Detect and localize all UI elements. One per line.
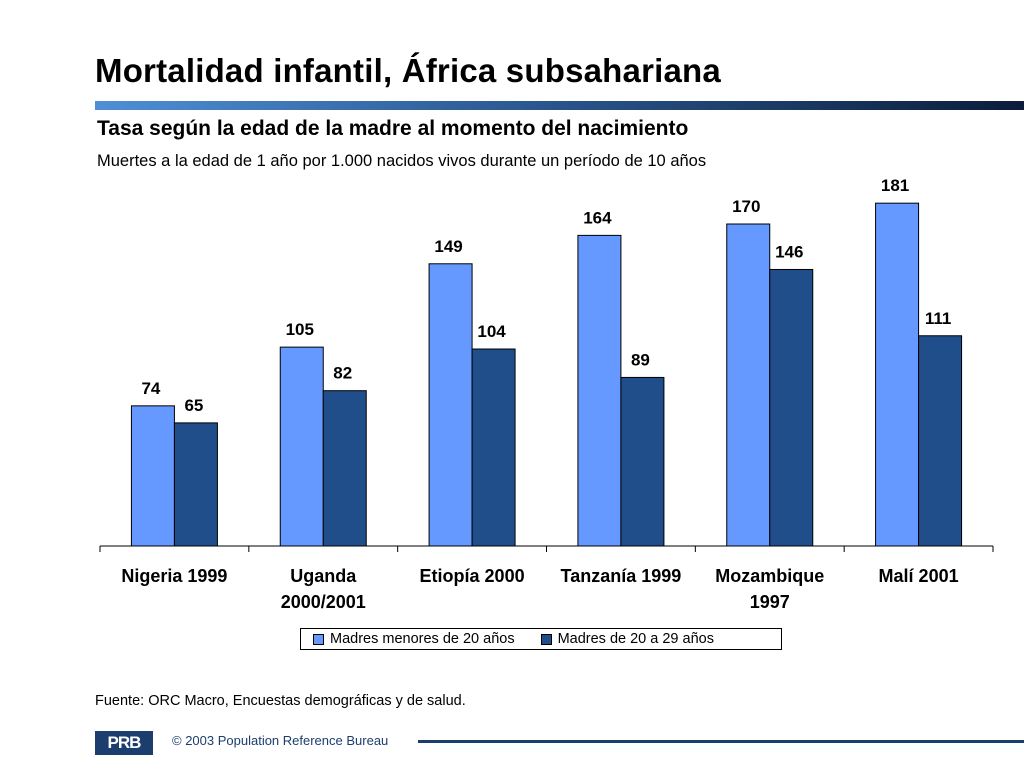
data-label-series-2: 146 bbox=[775, 242, 803, 261]
bar-series-1 bbox=[875, 202, 920, 547]
source-note: Fuente: ORC Macro, Encuestas demográfica… bbox=[95, 693, 466, 709]
chart-subtitle: Tasa según la edad de la madre al moment… bbox=[97, 117, 689, 140]
category-label: Tanzanía 1999 bbox=[561, 566, 682, 586]
chart-description: Muertes a la edad de 1 año por 1.000 nac… bbox=[97, 152, 707, 170]
category-label: Etiopía 2000 bbox=[420, 566, 525, 586]
data-label-series-2: 111 bbox=[925, 309, 952, 328]
bar-series-2 bbox=[918, 335, 963, 547]
bar-series-1 bbox=[726, 223, 771, 547]
title-divider bbox=[95, 101, 1024, 110]
bar-series-1 bbox=[577, 234, 622, 547]
legend-item-series-1: Madres menores de 20 años bbox=[313, 631, 515, 647]
data-label-series-2: 89 bbox=[631, 350, 650, 369]
category-label: Uganda bbox=[290, 566, 357, 586]
bar-series-2 bbox=[620, 376, 665, 547]
bar-series-2 bbox=[322, 390, 367, 547]
data-label-series-1: 164 bbox=[583, 208, 612, 227]
bar-series-2 bbox=[769, 268, 814, 547]
legend-swatch-series-1 bbox=[313, 633, 324, 645]
bar-series-1 bbox=[428, 263, 473, 547]
copyright-text: © 2003 Population Reference Bureau bbox=[172, 733, 389, 748]
prb-logo: PRB bbox=[95, 731, 153, 755]
legend-item-series-2: Madres de 20 a 29 años bbox=[540, 631, 714, 647]
category-label: Mozambique bbox=[715, 566, 824, 586]
chart-legend: Madres menores de 20 años Madres de 20 a… bbox=[300, 628, 782, 650]
legend-swatch-series-2 bbox=[540, 633, 552, 645]
data-label-series-1: 74 bbox=[141, 379, 160, 398]
data-label-series-2: 82 bbox=[333, 364, 352, 383]
data-label-series-2: 104 bbox=[477, 322, 506, 341]
bar-series-1 bbox=[130, 405, 175, 547]
bar-series-2 bbox=[173, 422, 218, 547]
category-label: Nigeria 1999 bbox=[121, 566, 227, 586]
data-label-series-1: 181 bbox=[881, 176, 909, 195]
category-label: 2000/2001 bbox=[281, 592, 366, 612]
category-label: 1997 bbox=[750, 592, 790, 612]
data-label-series-1: 105 bbox=[286, 320, 314, 339]
footer-divider bbox=[418, 740, 1024, 743]
bar-series-1 bbox=[279, 346, 324, 547]
page-title: Mortalidad infantil, África subsahariana bbox=[95, 52, 721, 89]
category-label: Malí 2001 bbox=[879, 566, 959, 586]
data-label-series-2: 65 bbox=[184, 396, 203, 415]
data-label-series-1: 149 bbox=[434, 237, 462, 256]
data-label-series-1: 170 bbox=[732, 197, 760, 216]
legend-label-series-2: Madres de 20 a 29 años bbox=[557, 631, 714, 647]
bar-series-2 bbox=[471, 348, 516, 547]
legend-label-series-1: Madres menores de 20 años bbox=[330, 631, 515, 647]
